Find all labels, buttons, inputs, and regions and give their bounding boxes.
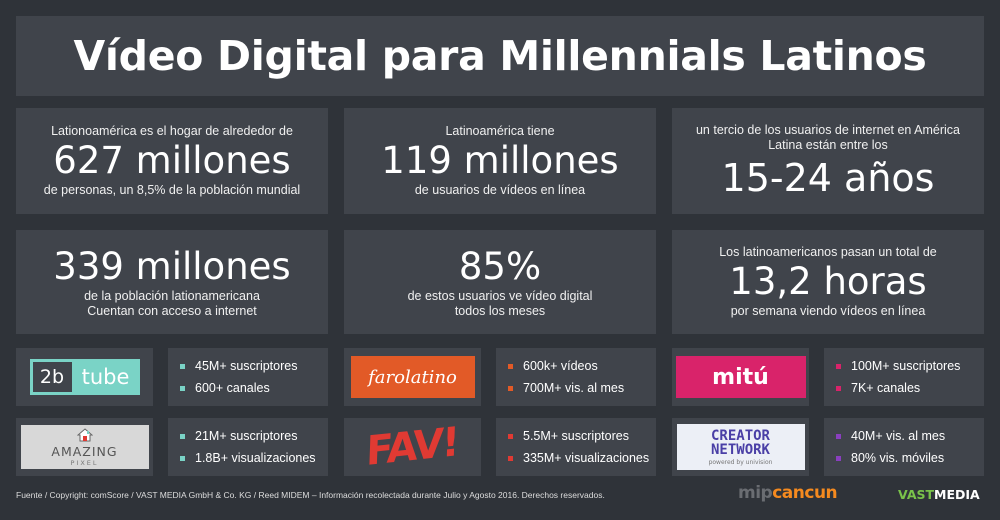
channel-facts-mitu: 100M+ suscriptores 7K+ canales [824,348,984,406]
channel-facts-creator-network: 40M+ vis. al mes 80% vis. móviles [824,418,984,476]
stat-card-population: Lationoamérica es el hogar de alrededor … [16,108,328,214]
fact-item: 5.5M+ suscriptores [508,425,656,447]
fact-item: 45M+ suscriptores [180,355,328,377]
channel-facts-amazing-pixel: 21M+ suscriptores 1.8B+ visualizaciones [168,418,328,476]
bullet-icon [180,363,185,369]
vastmedia-logo: VASTMEDIA [898,487,980,502]
stat-value: 13,2 horas [729,260,927,303]
channel-logo-farolatino: farolatino [344,348,481,406]
stat-value: 15-24 años [721,155,935,200]
fact-item: 1.8B+ visualizaciones [180,447,328,469]
stat-top-text: Latinoamérica tiene [445,124,555,138]
channel-logo-creator-network: CREATOR NETWORK powered by univision [672,418,809,476]
mitu-logo: mitú [675,356,806,398]
channel-facts-farolatino: 600k+ vídeos 700M+ vis. al mes [496,348,656,406]
farolatino-logo: farolatino [350,356,475,398]
stat-card-internet-access: 339 millones de la población lationameri… [16,230,328,334]
bullet-icon [836,433,841,439]
amazing-pixel-logo: AMAZING PIXEL [20,425,149,469]
bullet-icon [180,455,185,461]
stat-card-weekly-hours: Los latinoamericanos pasan un total de 1… [672,230,984,334]
channel-logo-mitu: mitú [672,348,809,406]
fact-item: 80% vis. móviles [836,447,984,469]
house-icon [76,427,93,441]
bullet-icon [508,363,513,369]
stat-card-video-users: Latinoamérica tiene 119 millones de usua… [344,108,656,214]
fact-item: 7K+ canales [836,377,984,399]
bullet-icon [508,433,513,439]
source-footnote: Fuente / Copyright: comScore / VAST MEDI… [16,490,605,500]
stat-value: 627 millones [53,139,291,182]
stat-card-age-range: un tercio de los usuarios de internet en… [672,108,984,214]
stat-top-text: Lationoamérica es el hogar de alrededor … [51,124,293,138]
channel-logo-amazing-pixel: AMAZING PIXEL [16,418,153,476]
stat-bottom-text: de la población lationamericana Cuentan … [84,289,260,318]
fact-item: 700M+ vis. al mes [508,377,656,399]
stat-bottom-text: por semana viendo vídeos en línea [730,304,926,318]
stat-top-text: Los latinoamericanos pasan un total de [719,245,937,259]
channel-logo-2btube: 2b tube [16,348,153,406]
stat-bottom-text: de usuarios de vídeos en línea [414,183,586,197]
bullet-icon [180,385,185,391]
stat-value: 339 millones [53,245,291,288]
stat-value: 119 millones [381,139,619,182]
bullet-icon [180,433,185,439]
creator-network-logo: CREATOR NETWORK powered by univision [676,424,805,470]
fact-item: 600+ canales [180,377,328,399]
page-title: Vídeo Digital para Millennials Latinos [73,32,927,80]
channel-facts-2btube: 45M+ suscriptores 600+ canales [168,348,328,406]
bullet-icon [836,455,841,461]
2btube-logo: 2b tube [29,359,140,395]
fact-item: 21M+ suscriptores [180,425,328,447]
title-banner: Vídeo Digital para Millennials Latinos [16,16,984,96]
fact-item: 335M+ visualizaciones [508,447,656,469]
fact-item: 600k+ vídeos [508,355,656,377]
bullet-icon [836,385,841,391]
channel-facts-fav: 5.5M+ suscriptores 335M+ visualizaciones [496,418,656,476]
stat-bottom-text: de estos usuarios ve vídeo digital todos… [407,289,593,318]
mipcancun-logo: mipcancun [738,483,838,503]
stat-top-text: un tercio de los usuarios de internet en… [695,122,961,152]
stat-bottom-text: de personas, un 8,5% de la población mun… [43,183,301,197]
bullet-icon [508,385,513,391]
stat-value: 85% [458,245,542,288]
bullet-icon [508,455,513,461]
fact-item: 40M+ vis. al mes [836,425,984,447]
bullet-icon [836,363,841,369]
channel-logo-fav: FAV! [344,418,481,476]
fav-logo: FAV! [365,418,460,476]
fact-item: 100M+ suscriptores [836,355,984,377]
stat-card-monthly-viewers: 85% de estos usuarios ve vídeo digital t… [344,230,656,334]
